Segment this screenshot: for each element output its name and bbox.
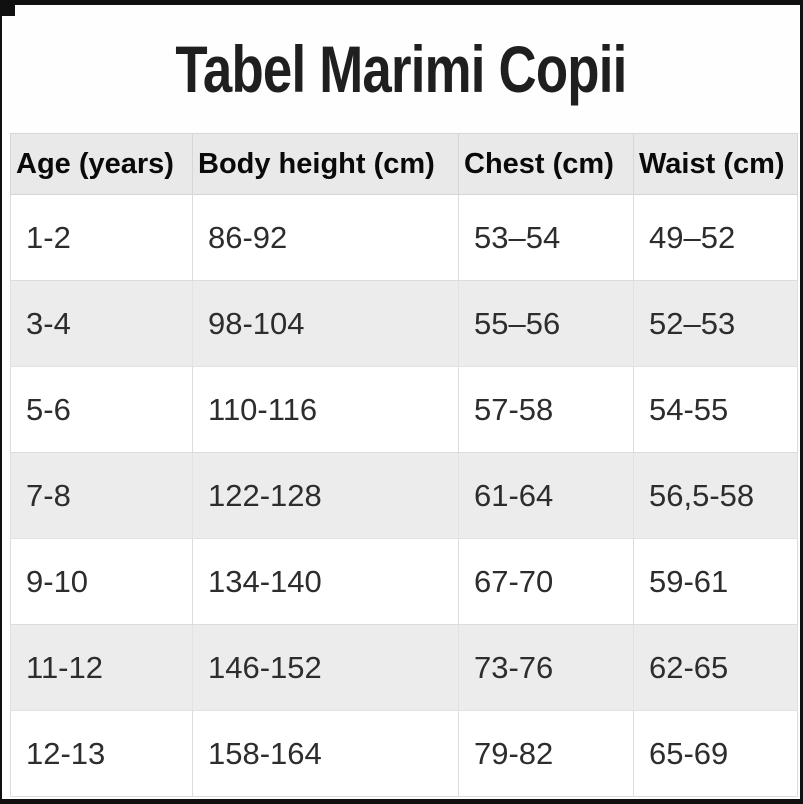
cell-waist: 52–53 xyxy=(633,280,798,367)
cell-waist: 62-65 xyxy=(633,624,798,711)
cell-age: 5-6 xyxy=(10,366,193,453)
table-row: 11-12 146-152 73-76 62-65 xyxy=(10,624,798,711)
cell-age: 1-2 xyxy=(10,194,193,281)
cell-chest: 57-58 xyxy=(458,366,634,453)
table-row: 1-2 86-92 53–54 49–52 xyxy=(10,194,798,281)
cell-age: 12-13 xyxy=(10,710,193,797)
cell-waist: 65-69 xyxy=(633,710,798,797)
cell-waist: 49–52 xyxy=(633,194,798,281)
table-row: 7-8 122-128 61-64 56,5-58 xyxy=(10,452,798,539)
cell-age: 9-10 xyxy=(10,538,193,625)
header-waist: Waist (cm) xyxy=(633,133,798,195)
cell-age: 7-8 xyxy=(10,452,193,539)
cell-height: 158-164 xyxy=(192,710,459,797)
table-row: 5-6 110-116 57-58 54-55 xyxy=(10,366,798,453)
cell-height: 98-104 xyxy=(192,280,459,367)
table-row: 12-13 158-164 79-82 65-69 xyxy=(10,710,798,797)
corner-mark xyxy=(2,5,15,16)
cell-height: 122-128 xyxy=(192,452,459,539)
cell-chest: 55–56 xyxy=(458,280,634,367)
table-row: 3-4 98-104 55–56 52–53 xyxy=(10,280,798,367)
cell-height: 146-152 xyxy=(192,624,459,711)
cell-chest: 73-76 xyxy=(458,624,634,711)
header-body-height: Body height (cm) xyxy=(192,133,459,195)
table-header-row: Age (years) Body height (cm) Chest (cm) … xyxy=(10,133,798,195)
cell-chest: 61-64 xyxy=(458,452,634,539)
title-area: Tabel Marimi Copii xyxy=(2,5,800,133)
cell-waist: 54-55 xyxy=(633,366,798,453)
table-row: 9-10 134-140 67-70 59-61 xyxy=(10,538,798,625)
cell-waist: 56,5-58 xyxy=(633,452,798,539)
cell-height: 110-116 xyxy=(192,366,459,453)
size-table: Age (years) Body height (cm) Chest (cm) … xyxy=(10,133,798,797)
cell-height: 134-140 xyxy=(192,538,459,625)
cell-chest: 67-70 xyxy=(458,538,634,625)
header-age: Age (years) xyxy=(10,133,193,195)
cell-chest: 79-82 xyxy=(458,710,634,797)
cell-age: 3-4 xyxy=(10,280,193,367)
cell-age: 11-12 xyxy=(10,624,193,711)
page-title: Tabel Marimi Copii xyxy=(175,32,627,106)
cell-waist: 59-61 xyxy=(633,538,798,625)
cell-height: 86-92 xyxy=(192,194,459,281)
cell-chest: 53–54 xyxy=(458,194,634,281)
header-chest: Chest (cm) xyxy=(458,133,634,195)
